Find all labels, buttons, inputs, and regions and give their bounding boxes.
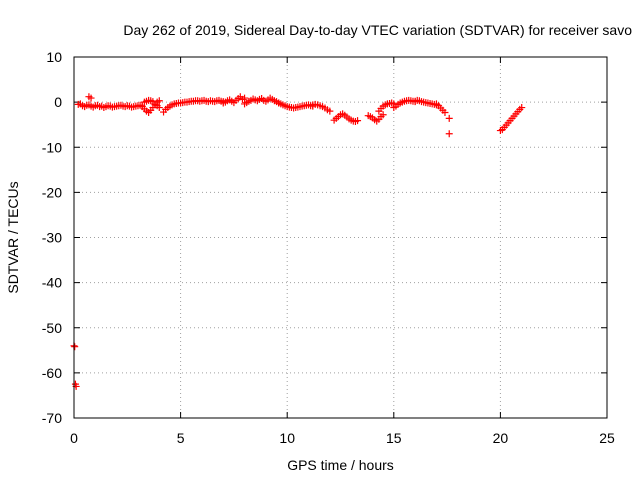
x-axis-label: GPS time / hours xyxy=(287,457,394,473)
x-axis-tick-labels: 0 5 10 15 20 25 xyxy=(70,430,615,446)
x-tick-label: 0 xyxy=(70,430,78,446)
data-point xyxy=(155,104,163,112)
y-axis-tick-labels: 10 0 -10 -20 -30 -40 -50 -60 -70 xyxy=(42,49,62,426)
plot-frame xyxy=(73,56,608,419)
x-tick-label: 25 xyxy=(599,430,615,446)
y-axis-label: SDTVAR / TECUs xyxy=(5,181,21,293)
data-point xyxy=(241,94,249,102)
chart-title: Day 262 of 2019, Sidereal Day-to-day VTE… xyxy=(123,22,632,38)
x-tick-label: 15 xyxy=(386,430,402,446)
data-point xyxy=(155,97,163,105)
y-tick-label: 10 xyxy=(46,49,62,65)
grid-lines xyxy=(74,57,607,418)
data-point xyxy=(71,343,79,351)
y-tick-label: 0 xyxy=(54,94,62,110)
y-tick-label: -50 xyxy=(42,320,62,336)
x-tick-label: 20 xyxy=(493,430,509,446)
data-point xyxy=(87,94,95,102)
y-tick-label: -10 xyxy=(42,139,62,155)
data-point xyxy=(445,114,453,122)
data-series-sdtvar xyxy=(70,93,526,390)
y-tick-label: -40 xyxy=(42,275,62,291)
data-point xyxy=(326,107,334,115)
x-tick-label: 5 xyxy=(177,430,185,446)
y-tick-label: -70 xyxy=(42,410,62,426)
x-tick-label: 10 xyxy=(279,430,295,446)
axis-ticks xyxy=(73,56,608,419)
y-tick-label: -20 xyxy=(42,184,62,200)
data-point xyxy=(379,111,387,119)
data-point xyxy=(518,104,526,112)
data-point xyxy=(354,117,362,125)
y-tick-label: -30 xyxy=(42,230,62,246)
data-point xyxy=(445,130,453,138)
y-tick-label: -60 xyxy=(42,365,62,381)
data-point xyxy=(441,109,449,117)
